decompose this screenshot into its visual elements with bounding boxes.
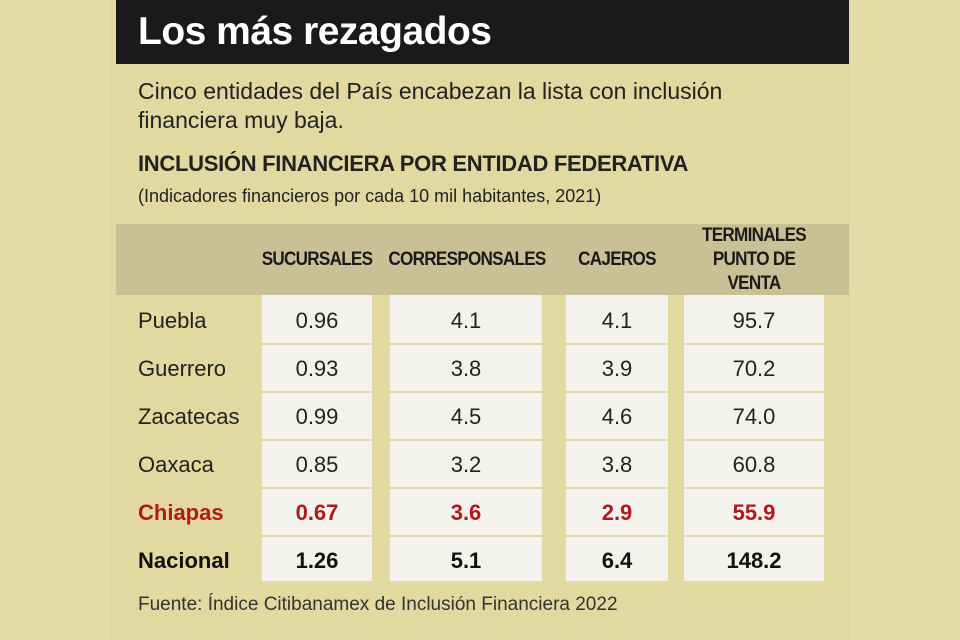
- column-cajeros: [566, 295, 668, 581]
- row-divider: [116, 535, 849, 537]
- row-divider: [116, 439, 849, 441]
- column-sucursales: [262, 295, 372, 581]
- table-cell: 5.1: [450, 548, 482, 573]
- table-cell: 4.6: [601, 404, 633, 429]
- column-header-sucursales: SUCURSALES: [261, 248, 373, 270]
- table-note: (Indicadores financieros por cada 10 mil…: [138, 186, 602, 206]
- column-corresponsales: [390, 295, 542, 581]
- table-cell: 3.6: [450, 500, 482, 525]
- table-cell: 0.96: [295, 308, 339, 333]
- table-cell: 3.8: [450, 356, 482, 381]
- column-header-terminales: TERMINALES PUNTO DE VENTA: [702, 224, 807, 294]
- table-cell: 4.5: [450, 404, 482, 429]
- source-note: Fuente: Índice Citibanamex de Inclusión …: [138, 594, 618, 615]
- page-title: Los más rezagados: [116, 0, 849, 64]
- column-terminales: [684, 295, 824, 581]
- table-cell: 4.1: [601, 308, 633, 333]
- row-divider: [116, 391, 849, 393]
- row-label-puebla: Puebla: [138, 308, 207, 333]
- row-label-zacatecas: Zacatecas: [138, 404, 240, 429]
- row-divider: [116, 343, 849, 345]
- table-cell: 95.7: [732, 308, 776, 333]
- table-title: INCLUSIÓN FINANCIERA POR ENTIDAD FEDERAT…: [138, 151, 689, 176]
- table-cell: 3.8: [601, 452, 633, 477]
- table-cell: 3.2: [450, 452, 482, 477]
- table-header-band: [116, 224, 849, 295]
- table-cell: 6.4: [601, 548, 633, 573]
- row-label-nacional: Nacional: [138, 548, 230, 573]
- row-label-oaxaca: Oaxaca: [138, 452, 214, 477]
- table-cell: 148.2: [726, 548, 782, 573]
- table-cell: 3.9: [601, 356, 633, 381]
- row-label-chiapas: Chiapas: [138, 500, 224, 525]
- row-label-guerrero: Guerrero: [138, 356, 227, 381]
- table-cell: 4.1: [450, 308, 482, 333]
- row-divider: [116, 487, 849, 489]
- table-cell: 74.0: [732, 404, 776, 429]
- table-cell: 55.9: [732, 500, 776, 525]
- column-header-corresponsales: CORRESPONSALES: [388, 248, 546, 270]
- column-header-cajeros: CAJEROS: [578, 248, 656, 270]
- table-cell: 0.99: [295, 404, 339, 429]
- table-cell: 1.26: [295, 548, 339, 573]
- table-cell: 0.85: [295, 452, 339, 477]
- intro-text: Cinco entidades del País encabezan la li…: [138, 78, 723, 133]
- table-cell: 0.93: [295, 356, 339, 381]
- table-cell: 0.67: [295, 500, 339, 525]
- table-cell: 70.2: [732, 356, 776, 381]
- table-cell: 60.8: [732, 452, 776, 477]
- table-cell: 2.9: [601, 500, 633, 525]
